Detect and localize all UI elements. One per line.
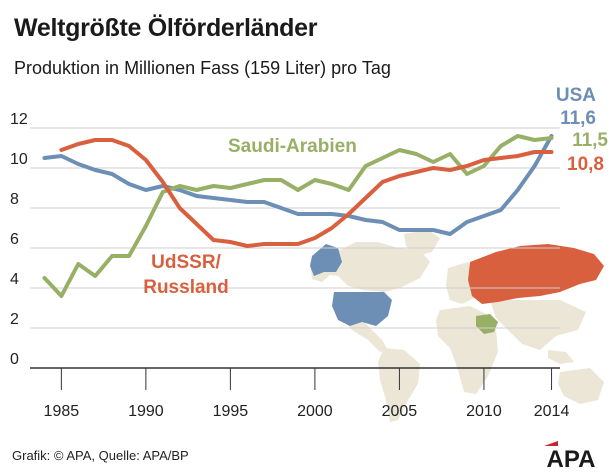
asia-shape bbox=[490, 300, 586, 350]
apa-logo-text: APA bbox=[547, 446, 596, 470]
x-tick-label: 2014 bbox=[534, 403, 570, 420]
y-tick-label: 6 bbox=[10, 231, 19, 248]
line-chart: 0 2 4 6 8 10 12 1985 1990 1995 2000 2005 2010 2014 US… bbox=[10, 85, 608, 422]
source-note: Grafik: © APA, Quelle: APA/BP bbox=[12, 448, 189, 463]
apa-logo: APA bbox=[544, 441, 596, 470]
chart-grid bbox=[30, 127, 560, 329]
central-america-shape bbox=[342, 318, 388, 352]
canada-shape bbox=[338, 242, 430, 292]
end-value-russland: 10,8 bbox=[567, 154, 604, 175]
x-tick-label: 2010 bbox=[466, 403, 502, 420]
end-value-usa: 11,6 bbox=[560, 108, 596, 129]
series-name-russland: UdSSR/Russland bbox=[143, 252, 229, 298]
russland-line bbox=[59, 138, 554, 248]
world-map-icon bbox=[310, 230, 604, 422]
y-tick-label: 0 bbox=[10, 351, 19, 368]
y-tick-label: 4 bbox=[10, 271, 19, 288]
australia-shape bbox=[558, 368, 604, 404]
saudi-arabia-highlight-icon bbox=[476, 314, 498, 334]
series-name-saudi-arabien: Saudi-Arabien bbox=[228, 136, 357, 157]
alaska-highlight-icon bbox=[310, 244, 342, 276]
y-tick-label: 12 bbox=[10, 111, 28, 128]
chart-axes: 0 2 4 6 8 10 12 1985 1990 1995 2000 2005 2010 2014 bbox=[10, 111, 569, 420]
series-name-usa: USA bbox=[556, 85, 596, 106]
europe-shape bbox=[446, 262, 476, 304]
x-tick-label: 1985 bbox=[44, 403, 80, 420]
usa-highlight-icon bbox=[332, 292, 392, 326]
apa-logo-mark bbox=[544, 441, 558, 446]
x-tick-label: 1995 bbox=[213, 403, 249, 420]
chart-title: Weltgrößte Ölförderländer bbox=[14, 14, 318, 42]
end-value-saudi-arabien: 11,5 bbox=[572, 130, 608, 151]
y-tick-label: 8 bbox=[10, 191, 19, 208]
usa-line bbox=[42, 134, 554, 236]
saudi-arabien-line bbox=[42, 134, 554, 298]
x-tick-label: 2000 bbox=[297, 403, 333, 420]
russia-highlight-icon bbox=[468, 244, 604, 304]
chart-subtitle: Produktion in Millionen Fass (159 Liter)… bbox=[14, 58, 391, 78]
y-tick-label: 2 bbox=[10, 311, 19, 328]
x-tick-label: 1990 bbox=[128, 403, 164, 420]
y-tick-label: 10 bbox=[10, 151, 28, 168]
greenland-shape bbox=[404, 230, 440, 256]
series-name-russland-line: UdSSR/ bbox=[151, 252, 221, 273]
series-name-russland-line: Russland bbox=[143, 277, 229, 298]
x-tick-label: 2005 bbox=[382, 403, 418, 420]
islands-shape bbox=[548, 350, 574, 364]
chart-lines bbox=[42, 134, 554, 298]
